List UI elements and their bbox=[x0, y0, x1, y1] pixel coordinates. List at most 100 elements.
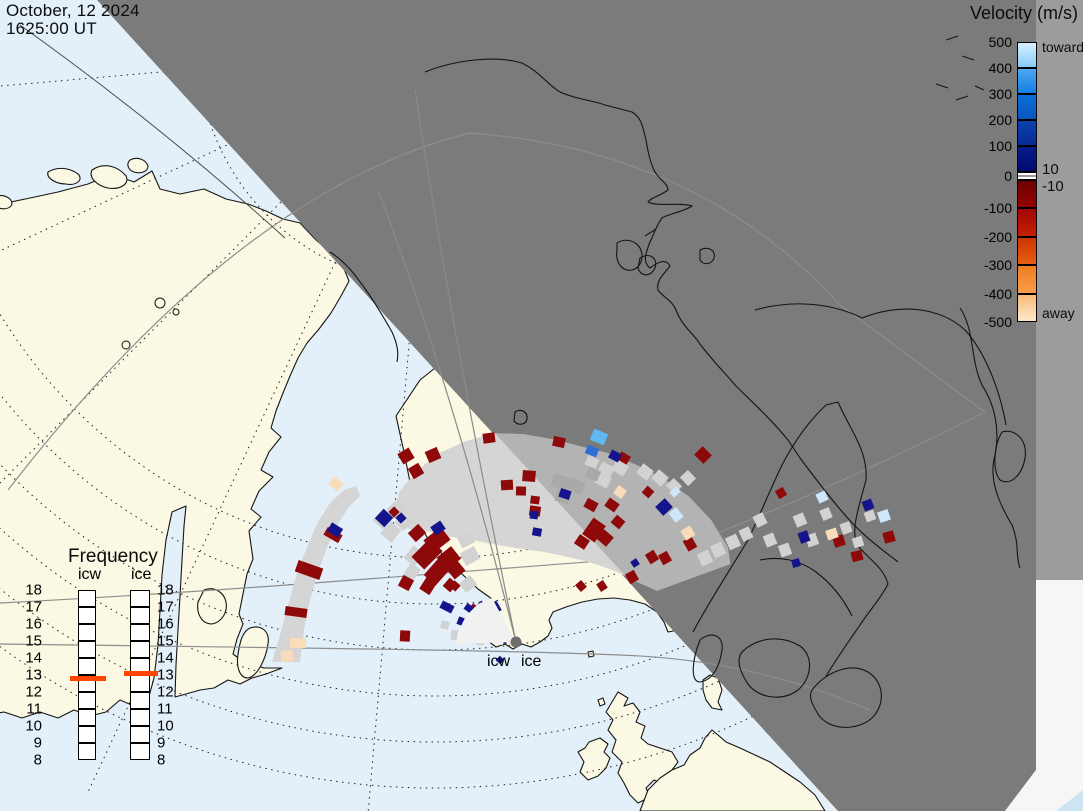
denmark bbox=[702, 674, 723, 711]
radar-velocity-cell bbox=[388, 506, 400, 518]
ice-column-label: ice bbox=[131, 566, 152, 583]
radar-velocity-cell bbox=[610, 459, 630, 477]
radar-velocity-cell bbox=[407, 523, 427, 543]
night-shadow bbox=[97, 0, 1036, 811]
radar-velocity-cell bbox=[604, 497, 620, 513]
radar-fan-shadowed-part bbox=[492, 433, 731, 591]
frequency-bar-cell-ice bbox=[130, 709, 150, 726]
radar-velocity-cell bbox=[458, 574, 478, 594]
radar-velocity-cell bbox=[709, 541, 727, 559]
frequency-bar-cell-ice bbox=[130, 607, 150, 624]
velocity-tick-label: 100 bbox=[988, 138, 1012, 154]
radar-velocity-cell bbox=[777, 542, 793, 558]
radar-velocity-cell bbox=[294, 560, 324, 580]
radar-velocity-cell bbox=[529, 510, 539, 520]
frequency-bar-cell-ice bbox=[130, 692, 150, 709]
frequency-bar-cell-icw bbox=[78, 658, 96, 675]
colorbar-segment-away bbox=[1017, 236, 1037, 266]
radar-velocity-cell bbox=[423, 558, 451, 586]
greenland-landmass bbox=[0, 170, 350, 719]
radar-velocity-cell bbox=[851, 535, 865, 549]
hebrides-islet bbox=[597, 697, 606, 707]
timestamp: October, 12 2024 1625:00 UT bbox=[6, 2, 140, 38]
radar-velocity-cell bbox=[397, 574, 415, 592]
radar-velocity-cell bbox=[624, 569, 640, 585]
frequency-bar-cell-ice bbox=[130, 743, 150, 760]
radar-velocity-cell bbox=[394, 512, 414, 532]
radar-velocity-cell bbox=[610, 514, 626, 530]
frequency-tick-right: 13 bbox=[157, 666, 174, 684]
toward-label: toward bbox=[1042, 39, 1083, 55]
radar-velocity-cell bbox=[608, 449, 622, 463]
radar-site-dot bbox=[510, 636, 522, 648]
island bbox=[47, 167, 81, 185]
date-text: October, 12 2024 bbox=[6, 1, 140, 20]
away-label: away bbox=[1042, 305, 1075, 321]
radar-velocity-cell bbox=[566, 477, 586, 495]
frequency-tick-right: 11 bbox=[157, 700, 173, 718]
frequency-tick-right: 18 bbox=[157, 581, 174, 599]
frequency-tick-right: 16 bbox=[157, 615, 174, 633]
inland-lakes bbox=[121, 297, 180, 350]
frequency-tick-right: 8 bbox=[157, 751, 166, 769]
island bbox=[197, 588, 227, 625]
radar-velocity-cell bbox=[657, 550, 673, 566]
frequency-bar-cell-icw bbox=[78, 641, 96, 658]
frequency-tick-right: 14 bbox=[157, 649, 174, 667]
colorbar-segment-away bbox=[1017, 265, 1037, 294]
near-site-wedge bbox=[456, 598, 516, 644]
frequency-marker-ice bbox=[124, 671, 158, 676]
radar-velocity-cell bbox=[651, 469, 669, 487]
radar-velocity-cell bbox=[584, 455, 600, 469]
radar-velocity-cell bbox=[724, 533, 742, 551]
velocity-tick-label: 300 bbox=[988, 86, 1012, 102]
radar-velocity-cell bbox=[819, 507, 833, 521]
island bbox=[0, 194, 13, 210]
radar-velocity-cell bbox=[395, 512, 407, 524]
radar-velocity-cell bbox=[552, 435, 566, 449]
radar-velocity-cell bbox=[459, 546, 481, 566]
radar-velocity-cell bbox=[284, 606, 308, 618]
white-sea-outline bbox=[809, 667, 882, 728]
frequency-tick-left: 18 bbox=[25, 581, 42, 599]
kara-island bbox=[994, 430, 1026, 483]
outside-map-corner bbox=[1005, 580, 1083, 811]
frequency-bar-cell-icw bbox=[78, 692, 96, 709]
frequency-tick-left: 16 bbox=[25, 615, 42, 633]
radar-velocity-cell bbox=[558, 488, 572, 500]
radar-velocity-cell bbox=[655, 498, 673, 516]
night-coastlines bbox=[329, 35, 1026, 728]
radar-velocity-cell bbox=[500, 479, 514, 491]
radar-velocity-cell bbox=[752, 512, 768, 528]
radar-velocity-cell bbox=[380, 521, 402, 543]
scandinavia-coast bbox=[692, 401, 889, 677]
radar-velocity-cell bbox=[397, 447, 415, 465]
radar-velocity-cell bbox=[550, 473, 570, 491]
radar-velocity-cell bbox=[669, 486, 681, 498]
colorbar-zero-band bbox=[1017, 172, 1037, 180]
radar-velocity-cell bbox=[850, 549, 864, 563]
frequency-tick-left: 12 bbox=[25, 683, 42, 701]
radar-velocity-cell bbox=[738, 526, 754, 542]
radar-velocity-cell bbox=[668, 507, 684, 523]
velocity-tick-label: -300 bbox=[983, 257, 1012, 273]
frequency-tick-right: 10 bbox=[157, 717, 174, 735]
bear-island bbox=[513, 409, 528, 425]
radar-velocity-cell bbox=[882, 530, 896, 544]
radar-velocity-cell bbox=[457, 531, 475, 549]
radar-velocity-cell bbox=[863, 509, 877, 523]
radar-velocity-cell bbox=[573, 534, 591, 550]
radar-velocity-cell bbox=[861, 498, 875, 512]
radar-velocity-cell bbox=[792, 512, 808, 528]
frequency-legend-title: Frequency bbox=[68, 546, 158, 567]
colorbar-segment-toward bbox=[1017, 42, 1037, 68]
radar-velocity-cell bbox=[596, 529, 614, 547]
radar-velocity-cell bbox=[374, 508, 394, 528]
radar-velocity-cell bbox=[825, 527, 839, 541]
radar-velocity-cell bbox=[442, 577, 458, 593]
pos-threshold-label: 10 bbox=[1042, 161, 1059, 178]
radar-velocity-cell bbox=[328, 476, 344, 492]
frequency-tick-right: 9 bbox=[157, 734, 166, 752]
frequency-marker-icw bbox=[70, 676, 106, 681]
frequency-tick-left: 8 bbox=[33, 751, 42, 769]
